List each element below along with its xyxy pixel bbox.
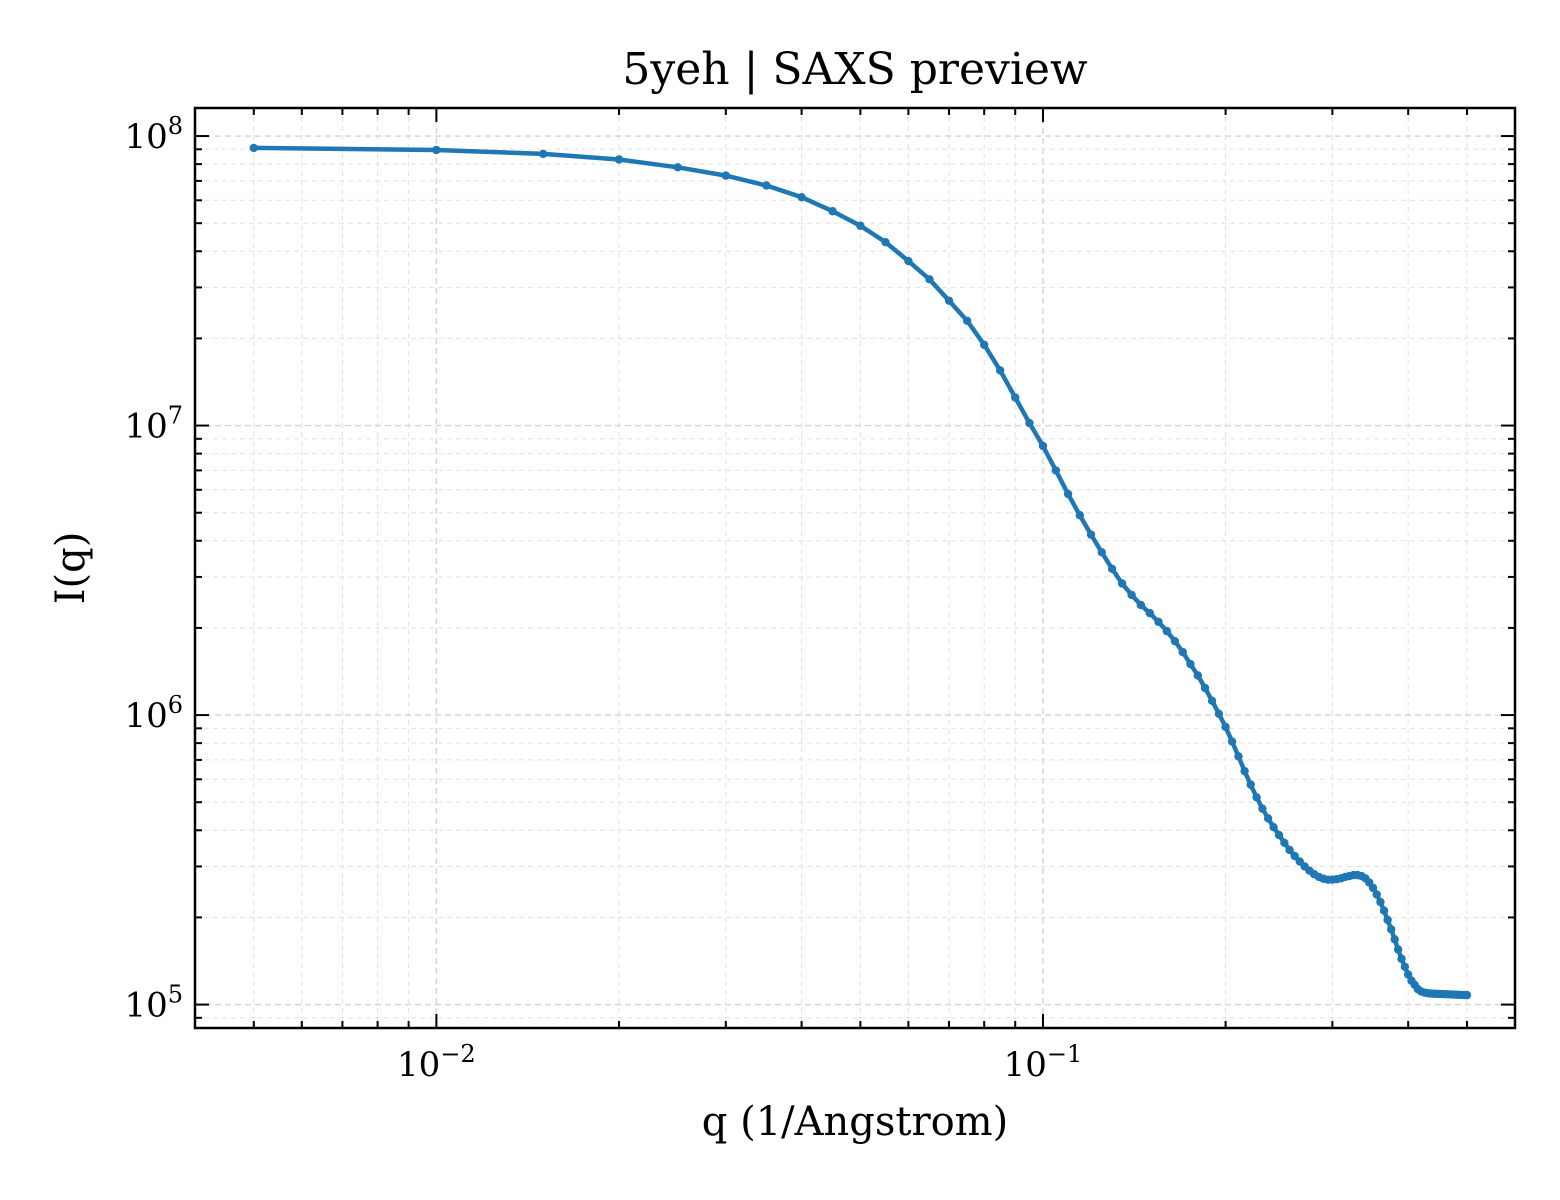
- x-tick-label: 10−2: [397, 1040, 476, 1085]
- data-point: [1379, 906, 1389, 915]
- data-point: [1136, 600, 1146, 610]
- data-point: [925, 275, 934, 284]
- data-point: [614, 155, 624, 164]
- data-point: [1258, 804, 1267, 813]
- data-point: [1372, 890, 1381, 899]
- data-point: [1246, 780, 1255, 789]
- data-point: [1252, 793, 1261, 802]
- tick-labels: 10−2 10−1 105 106 107 108: [124, 112, 1082, 1085]
- data-point: [1227, 737, 1237, 746]
- data-point: [1193, 671, 1203, 680]
- data-point: [721, 171, 731, 180]
- data-point: [1162, 626, 1172, 636]
- data-point: [1285, 845, 1294, 855]
- data-point: [1170, 636, 1180, 646]
- chart-title: 5yeh | SAXS preview: [622, 44, 1088, 95]
- data-point: [1274, 830, 1284, 840]
- data-point: [1063, 489, 1073, 499]
- data-point: [1051, 466, 1061, 475]
- data-point: [1097, 548, 1106, 557]
- data-point: [1269, 822, 1278, 832]
- data-point: [1390, 935, 1399, 944]
- data-point: [1075, 511, 1085, 520]
- data-point: [1290, 851, 1299, 861]
- x-axis-label: q (1/Angstrom): [702, 1099, 1008, 1145]
- plot-frame: [193, 106, 1517, 1030]
- data-point: [1011, 393, 1020, 402]
- y-tick-label: 108: [124, 112, 183, 157]
- data-point: [1234, 752, 1243, 761]
- ticks: [194, 108, 1515, 1028]
- data-point: [797, 192, 806, 202]
- data-point: [1397, 954, 1406, 963]
- data-point: [1393, 945, 1403, 954]
- y-tick-label: 106: [124, 691, 183, 736]
- data-point: [1240, 766, 1249, 776]
- y-tick-label: 105: [124, 981, 183, 1026]
- data-point: [1221, 722, 1230, 732]
- data-point: [1038, 441, 1048, 451]
- x-tick-label: 10−1: [1004, 1040, 1083, 1085]
- data-point: [1280, 838, 1289, 848]
- data-point: [249, 143, 258, 153]
- data-point: [762, 181, 771, 190]
- data-point: [1145, 608, 1155, 618]
- y-tick-label: 107: [124, 402, 183, 447]
- grid: [194, 108, 1515, 1028]
- data-point: [1376, 897, 1385, 907]
- data-point: [979, 340, 989, 350]
- data-point: [1263, 814, 1273, 823]
- data-point: [1127, 590, 1136, 600]
- data-point: [539, 149, 548, 159]
- data-point: [962, 316, 972, 326]
- data-point: [828, 207, 837, 216]
- data-point: [1207, 696, 1217, 706]
- data-point: [673, 163, 682, 172]
- data-point: [944, 296, 954, 305]
- data-point: [1154, 617, 1163, 626]
- data-point: [1214, 709, 1224, 719]
- data-point: [1086, 530, 1096, 539]
- data-point: [995, 366, 1005, 375]
- data-point: [904, 256, 913, 266]
- data-point: [1178, 647, 1187, 657]
- data-point: [1117, 579, 1127, 588]
- data-point: [1462, 990, 1472, 1000]
- data-point: [432, 145, 441, 155]
- series-layer: [249, 143, 1472, 1000]
- data-point: [1025, 418, 1034, 428]
- data-point: [1186, 659, 1195, 669]
- data-point: [1386, 925, 1396, 934]
- data-point: [1200, 683, 1210, 693]
- data-point: [1368, 883, 1378, 893]
- y-axis-label: I(q): [48, 532, 94, 605]
- data-point: [1107, 564, 1117, 574]
- data-point: [1400, 962, 1410, 972]
- data-point: [856, 221, 865, 230]
- data-point: [881, 237, 890, 247]
- data-point: [1383, 915, 1392, 925]
